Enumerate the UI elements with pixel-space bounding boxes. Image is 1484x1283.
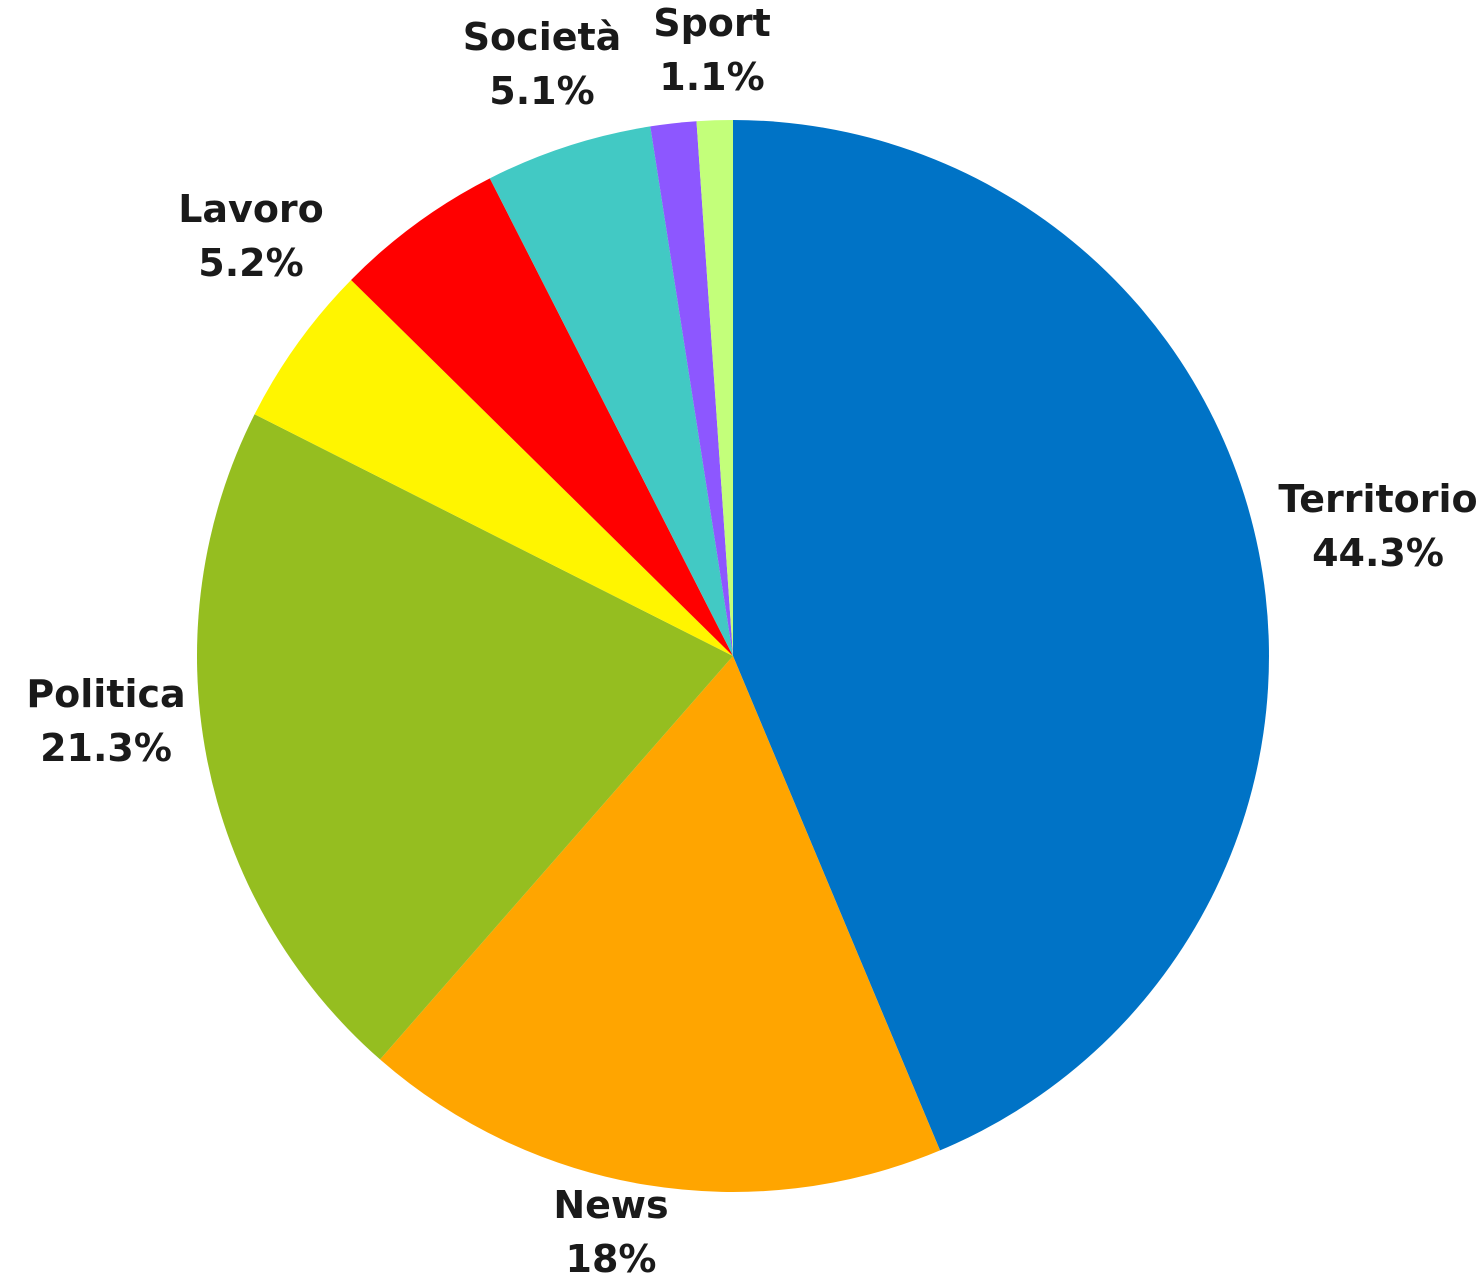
pie-slice-news	[380, 656, 941, 1192]
slice-value-news: 18%	[566, 1237, 657, 1281]
slice-label-politica: Politica	[26, 672, 185, 716]
slice-label-societa: Società	[463, 15, 622, 59]
slice-label-sport: Sport	[653, 1, 771, 45]
pie-slice-unlabeled-3	[254, 279, 733, 656]
slice-value-politica: 21.3%	[40, 726, 172, 770]
pie-labels: Territorio 44.3% News 18% Politica 21.3% Lavor…	[26, 1, 1477, 1281]
slice-value-territorio: 44.3%	[1312, 531, 1444, 575]
pie-slices	[196, 120, 1269, 1192]
slice-value-societa: 5.1%	[489, 69, 594, 113]
pie-slice-sport	[696, 120, 733, 656]
pie-slice-politica	[196, 414, 734, 1060]
slice-value-sport: 1.1%	[659, 55, 764, 99]
slice-label-lavoro: Lavoro	[178, 187, 324, 231]
pie-slice-territorio	[733, 120, 1269, 1151]
slice-value-lavoro: 5.2%	[198, 241, 303, 285]
pie-slice-unlabeled-6	[650, 121, 733, 657]
slice-label-territorio: Territorio	[1278, 477, 1477, 521]
pie-slice-lavoro	[351, 178, 733, 656]
slice-label-news: News	[553, 1183, 668, 1227]
pie-slice-societa	[489, 126, 733, 657]
